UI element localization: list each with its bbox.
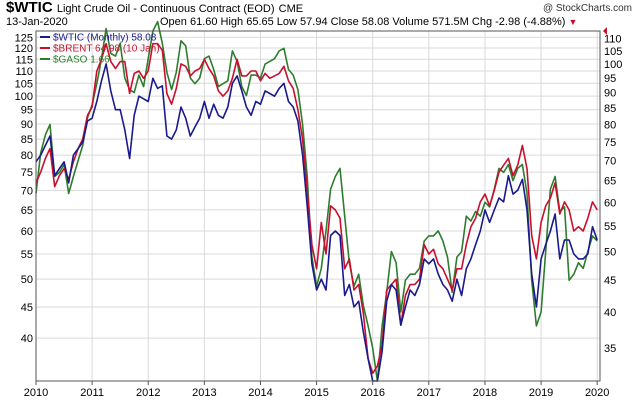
- right-tick-label: 75: [604, 137, 616, 149]
- left-tick-label: 125: [15, 32, 33, 44]
- right-tick-label: 65: [604, 176, 616, 188]
- left-tick-label: 90: [21, 119, 33, 131]
- x-tick-label: 2019: [529, 387, 553, 399]
- right-tick-label: 55: [604, 221, 616, 233]
- right-tick-label: 105: [604, 46, 622, 58]
- x-tick-label: 2013: [192, 387, 216, 399]
- x-tick-label: 2015: [304, 387, 328, 399]
- left-tick-label: 75: [21, 167, 33, 179]
- left-tick-label: 85: [21, 134, 33, 146]
- left-tick-label: 45: [21, 302, 33, 314]
- quote-date: 13-Jan-2020: [6, 16, 68, 28]
- x-tick-label: 2011: [80, 387, 104, 399]
- exchange-label: CME: [278, 3, 304, 15]
- left-tick-label: 95: [21, 105, 33, 117]
- right-tick-label: 95: [604, 73, 616, 85]
- down-arrow-icon: ▼: [568, 17, 578, 27]
- x-tick-label: 2014: [248, 387, 272, 399]
- brent-series-line: [35, 42, 598, 375]
- ohlc-readout: Open 61.60 High 65.65 Low 57.94 Close 58…: [160, 16, 577, 28]
- left-tick-label: 100: [15, 91, 33, 103]
- x-tick-label: 2020: [585, 387, 609, 399]
- right-tick-label: 85: [604, 103, 616, 115]
- legend: $WTIC (Monthly) 58.08$BRENT 64.98 (10 Ja…: [40, 33, 160, 66]
- x-tick-label: 2018: [473, 387, 497, 399]
- right-tick-label: 40: [604, 307, 616, 319]
- ohlc-values: Open 61.60 High 65.65 Low 57.94 Close 58…: [160, 16, 566, 28]
- wtic-legend-label: $WTIC (Monthly) 58.08: [53, 33, 157, 44]
- symbol-label: $WTIC: [6, 0, 53, 16]
- right-tick-label: 110: [604, 33, 622, 45]
- right-tick-label: 45: [604, 275, 616, 287]
- left-tick-label: 80: [21, 150, 33, 162]
- right-tick-label: 50: [604, 247, 616, 259]
- left-tick-label: 105: [15, 78, 33, 90]
- instrument-name: Light Crude Oil - Continuous Contract (E…: [56, 3, 275, 15]
- left-tick-label: 120: [15, 43, 33, 55]
- left-tick-label: 60: [21, 226, 33, 238]
- left-tick-label: 70: [21, 185, 33, 197]
- gaso-legend-label: $GASO 1.66: [53, 55, 110, 66]
- right-tick-label: 80: [604, 119, 616, 131]
- left-tick-label: 65: [21, 205, 33, 217]
- right-tick-label: 90: [604, 88, 616, 100]
- plot-frame: [35, 30, 601, 382]
- right-tick-label: 35: [604, 343, 616, 355]
- chart-title: $WTIC Light Crude Oil - Continuous Contr…: [6, 0, 303, 16]
- left-tick-label: 40: [21, 333, 33, 345]
- axis-ticks: 4045505560657075808590951001051101151201…: [15, 27, 622, 399]
- wtic-series-line: [35, 63, 598, 382]
- left-tick-label: 110: [15, 66, 33, 78]
- x-tick-label: 2017: [417, 387, 441, 399]
- brent-legend-label: $BRENT 64.98 (10 Jan): [53, 44, 160, 55]
- x-tick-label: 2012: [136, 387, 160, 399]
- right-tick-label: 70: [604, 156, 616, 168]
- x-tick-label: 2016: [360, 387, 384, 399]
- left-tick-label: 50: [21, 274, 33, 286]
- series-lines: [35, 20, 598, 382]
- right-axis-arrow-icon: [603, 27, 607, 35]
- grid-lines: [35, 31, 600, 381]
- left-tick-label: 55: [21, 249, 33, 261]
- left-tick-label: 115: [15, 54, 33, 66]
- x-tick-label: 2010: [24, 387, 48, 399]
- right-tick-label: 60: [604, 197, 616, 209]
- watermark: @ StockCharts.com: [542, 3, 632, 14]
- right-tick-label: 100: [604, 59, 622, 71]
